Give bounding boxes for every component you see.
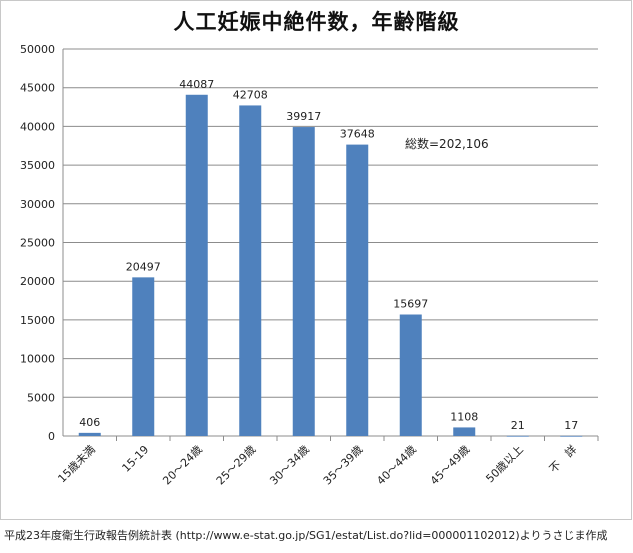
bar bbox=[292, 127, 315, 436]
y-tick-label: 10000 bbox=[20, 353, 55, 366]
y-tick-label: 15000 bbox=[20, 314, 55, 327]
category-label: 45～49歳 bbox=[428, 443, 473, 488]
category-label: 50歳以上 bbox=[483, 443, 525, 485]
category-label: 35～39歳 bbox=[321, 443, 366, 488]
category-label: 40～44歳 bbox=[374, 443, 419, 488]
y-tick-label: 40000 bbox=[20, 120, 55, 133]
data-label: 406 bbox=[79, 416, 100, 429]
data-label: 39917 bbox=[286, 110, 321, 123]
category-label: 25～29歳 bbox=[214, 443, 259, 488]
y-tick-label: 35000 bbox=[20, 159, 55, 172]
source-note: 平成23年度衛生行政報告例統計表 (http://www.e-stat.go.j… bbox=[4, 529, 608, 542]
bar bbox=[346, 144, 369, 436]
data-label: 15697 bbox=[393, 298, 428, 311]
y-tick-label: 20000 bbox=[20, 275, 55, 288]
y-tick-label: 30000 bbox=[20, 198, 55, 211]
total-annotation: 総数=202,106 bbox=[405, 137, 489, 151]
bar bbox=[453, 427, 476, 436]
category-label: 15歳未満 bbox=[55, 443, 97, 485]
y-tick-label: 0 bbox=[48, 430, 55, 443]
y-tick-label: 45000 bbox=[20, 82, 55, 95]
data-label: 37648 bbox=[340, 128, 375, 141]
y-tick-label: 50000 bbox=[20, 43, 55, 56]
data-label: 42708 bbox=[233, 88, 268, 101]
bar bbox=[132, 277, 155, 436]
data-label: 44087 bbox=[179, 78, 214, 91]
chart-title: 人工妊娠中絶件数，年齢階級 bbox=[173, 10, 460, 34]
data-label: 20497 bbox=[126, 260, 161, 273]
data-label: 17 bbox=[564, 419, 578, 432]
bar bbox=[399, 314, 422, 436]
y-tick-label: 5000 bbox=[27, 391, 55, 404]
category-label: 20～24歳 bbox=[160, 443, 205, 488]
category-label: 15-19 bbox=[120, 443, 152, 475]
data-label: 1108 bbox=[450, 410, 478, 423]
category-label: 30～34歳 bbox=[267, 443, 312, 488]
bar bbox=[560, 435, 583, 437]
y-tick-label: 25000 bbox=[20, 237, 55, 250]
category-label: 不 詳 bbox=[546, 442, 579, 475]
bar bbox=[506, 435, 529, 437]
bar bbox=[78, 432, 101, 436]
data-label: 21 bbox=[511, 419, 525, 432]
bar-chart: 0 5000 10000 15000 20000 25000 30000 35000 40000… bbox=[20, 43, 599, 488]
bar bbox=[185, 94, 208, 437]
bar bbox=[239, 105, 262, 437]
chart-frame bbox=[0, 0, 632, 520]
